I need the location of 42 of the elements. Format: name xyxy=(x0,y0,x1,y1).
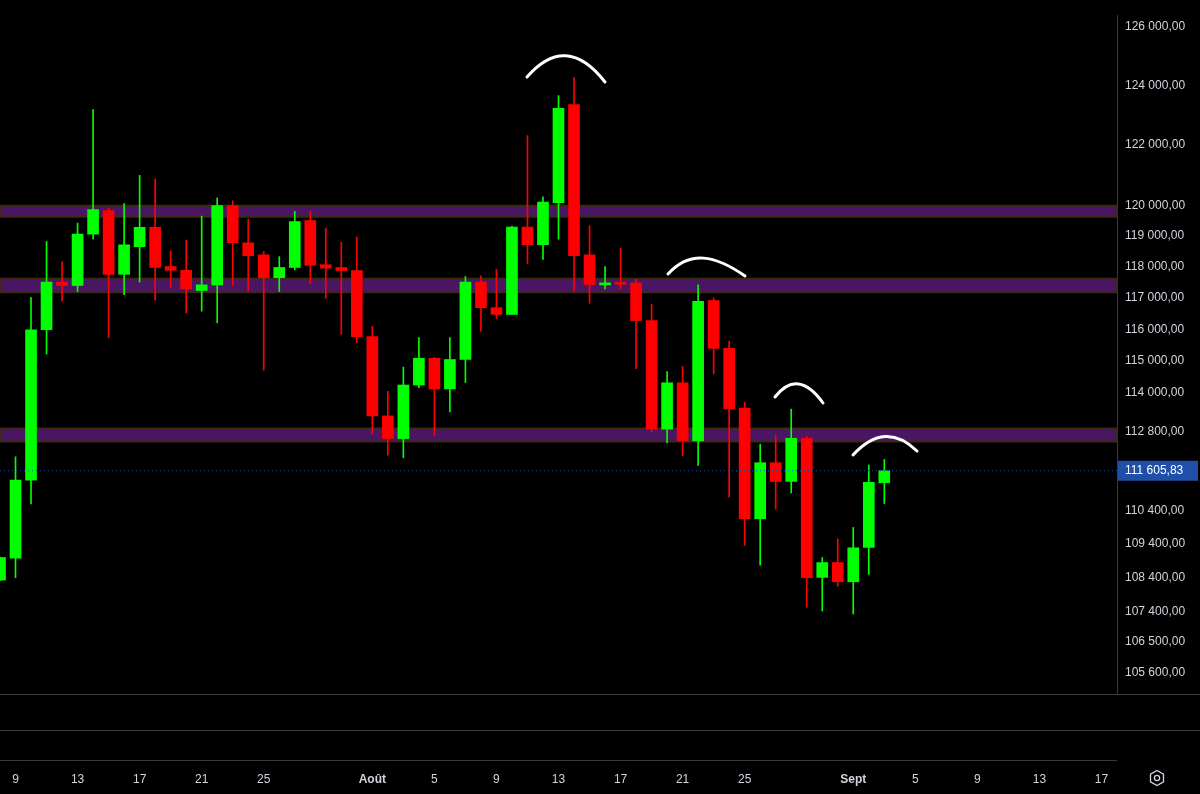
y-tick-label: 107 400,00 xyxy=(1125,603,1186,618)
y-tick-label: 115 000,00 xyxy=(1125,353,1185,368)
x-tick-label: 9 xyxy=(974,771,982,786)
y-tick-label: 118 000,00 xyxy=(1125,259,1185,274)
y-tick-label: 117 000,00 xyxy=(1125,290,1185,305)
x-tick-label: Sept xyxy=(840,771,867,786)
y-tick-label: 122 000,00 xyxy=(1125,137,1186,152)
x-tick-label: 17 xyxy=(1094,771,1109,786)
candlestick xyxy=(242,219,255,292)
x-tick-label: 13 xyxy=(70,771,85,786)
candlestick xyxy=(319,227,332,299)
candlestick xyxy=(257,251,270,371)
candlestick xyxy=(335,242,348,335)
y-tick-label: 124 000,00 xyxy=(1125,77,1186,92)
y-tick-label: 105 600,00 xyxy=(1125,665,1186,680)
x-tick-label: 25 xyxy=(737,771,752,786)
y-tick-label: 126 000,00 xyxy=(1125,19,1186,34)
x-tick-label: 13 xyxy=(551,771,566,786)
x-tick-label: 9 xyxy=(493,771,501,786)
y-tick-label: 110 400,00 xyxy=(1125,502,1185,517)
x-tick-label: 25 xyxy=(257,771,271,786)
x-tick-label: 9 xyxy=(12,771,20,786)
x-tick-label: Août xyxy=(358,771,386,786)
y-tick-label: 114 000,00 xyxy=(1125,385,1185,400)
y-tick-label: 120 000,00 xyxy=(1125,197,1186,212)
x-tick-label: 21 xyxy=(675,771,690,786)
candlestick xyxy=(56,261,68,302)
ref-line-label: 111 605,83 xyxy=(1125,463,1184,478)
x-tick-label: 17 xyxy=(132,771,147,786)
candlestick xyxy=(195,215,208,312)
y-tick-label: 106 500,00 xyxy=(1125,634,1186,649)
candlestick xyxy=(87,109,99,240)
y-tick-label: 109 400,00 xyxy=(1125,536,1186,551)
x-tick-label: 5 xyxy=(431,771,439,786)
y-tick-label: 108 400,00 xyxy=(1125,569,1186,584)
y-tick-label: 112 800,00 xyxy=(1125,424,1185,439)
y-tick-label: 116 000,00 xyxy=(1125,321,1185,336)
x-tick-label: 5 xyxy=(911,771,919,786)
x-tick-label: 21 xyxy=(195,771,209,786)
y-tick-label: 119 000,00 xyxy=(1125,228,1185,243)
x-tick-label: 17 xyxy=(613,771,628,786)
x-tick-label: 13 xyxy=(1032,771,1047,786)
